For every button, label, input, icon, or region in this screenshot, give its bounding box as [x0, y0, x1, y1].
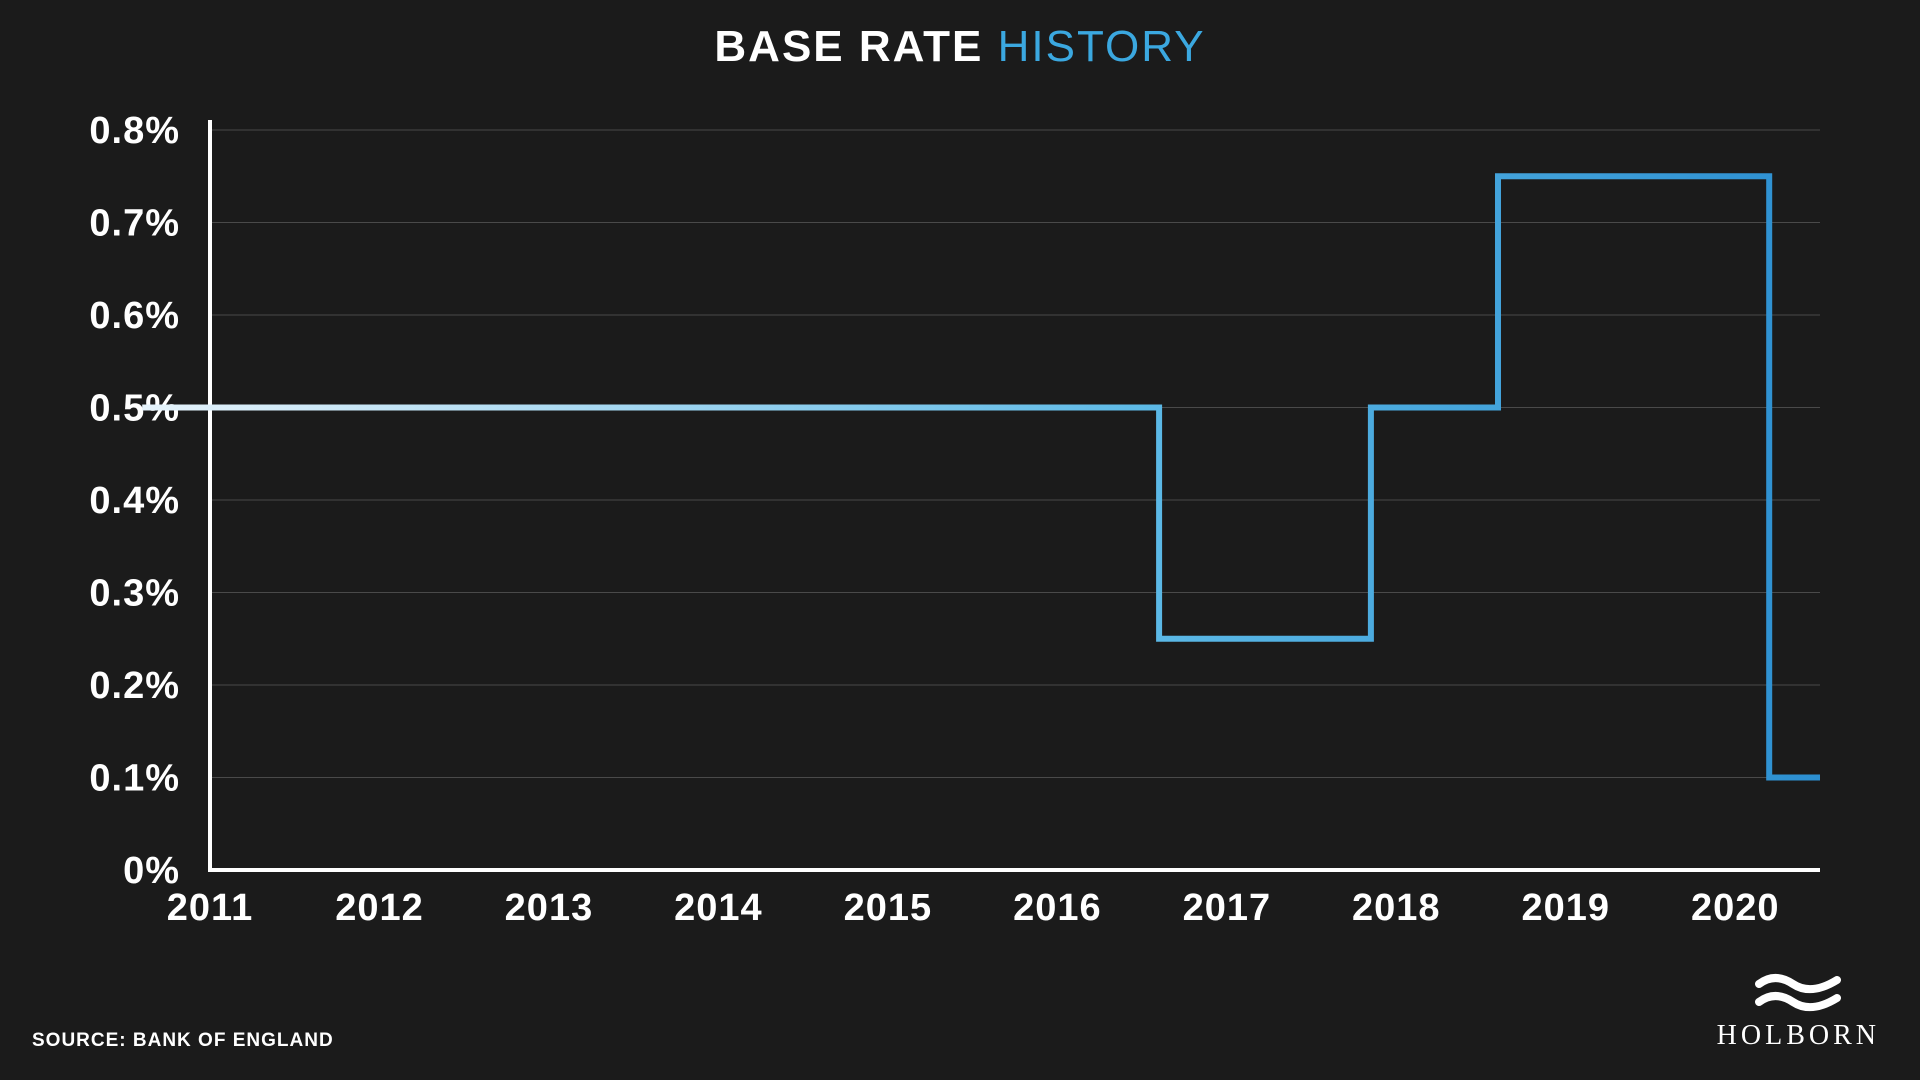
- x-tick-label: 2011: [167, 887, 253, 929]
- y-tick-label: 0.4%: [89, 480, 180, 522]
- source-label: SOURCE: BANK OF ENGLAND: [32, 1030, 334, 1052]
- y-tick-label: 0%: [123, 850, 180, 892]
- y-tick-label: 0.7%: [89, 203, 180, 245]
- y-tick-label: 0.8%: [89, 110, 180, 152]
- y-tick-label: 0.1%: [89, 758, 180, 800]
- y-tick-label: 0.3%: [89, 573, 180, 615]
- title-light: HISTORY: [998, 22, 1206, 71]
- x-tick-label: 2015: [844, 887, 933, 929]
- y-tick-label: 0.6%: [89, 295, 180, 337]
- x-tick-label: 2016: [1013, 887, 1102, 929]
- x-tick-label: 2020: [1691, 887, 1780, 929]
- x-tick-label: 2017: [1183, 887, 1272, 929]
- x-tick-label: 2013: [505, 887, 594, 929]
- x-tick-label: 2012: [335, 887, 424, 929]
- chart-title: BASE RATE HISTORY: [0, 22, 1920, 72]
- y-tick-label: 0.2%: [89, 665, 180, 707]
- chart-area: 0%0.1%0.2%0.3%0.4%0.5%0.6%0.7%0.8%201120…: [0, 100, 1920, 960]
- title-bold: BASE RATE: [714, 22, 983, 71]
- wave-icon: [1753, 968, 1843, 1018]
- x-tick-label: 2019: [1522, 887, 1611, 929]
- x-tick-label: 2014: [674, 887, 763, 929]
- brand-name: HOLBORN: [1717, 1020, 1880, 1052]
- rate-step-line: [142, 176, 1820, 777]
- brand-logo: HOLBORN: [1717, 968, 1880, 1052]
- x-tick-label: 2018: [1352, 887, 1441, 929]
